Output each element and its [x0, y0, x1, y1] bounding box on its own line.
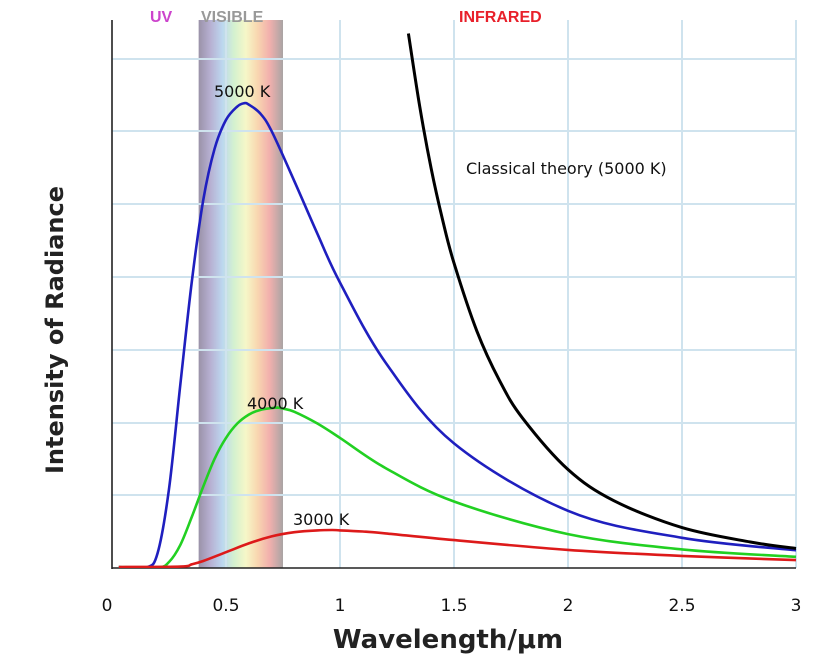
x-tick-label: 2.5	[668, 596, 695, 616]
uv-region-label: UV	[150, 9, 173, 26]
label-4000k: 4000 K	[247, 394, 304, 413]
visible-region-label: VISIBLE	[201, 9, 264, 26]
x-axis-title: Wavelength/μm	[333, 625, 563, 655]
y-axis-title: Intensity of Radiance	[41, 186, 69, 474]
visible-spectrum-band	[198, 20, 283, 568]
curve-4000-k	[118, 406, 797, 568]
x-tick-label: 0	[102, 596, 113, 616]
label-5000k: 5000 K	[214, 82, 271, 101]
curve-5000-k	[118, 101, 797, 568]
x-tick-label: 3	[791, 596, 802, 616]
label-3000k: 3000 K	[293, 510, 350, 529]
x-tick-label: 1.5	[440, 596, 467, 616]
x-tick-label: 0.5	[212, 596, 239, 616]
x-tick-label: 2	[563, 596, 574, 616]
curve-classical-theory-5000-k	[406, 33, 797, 550]
x-tick-label: 1	[335, 596, 346, 616]
curve-3000-k	[118, 528, 797, 568]
infrared-region-label: INFRARED	[459, 9, 542, 26]
label-classical-theory: Classical theory (5000 K)	[466, 159, 667, 178]
